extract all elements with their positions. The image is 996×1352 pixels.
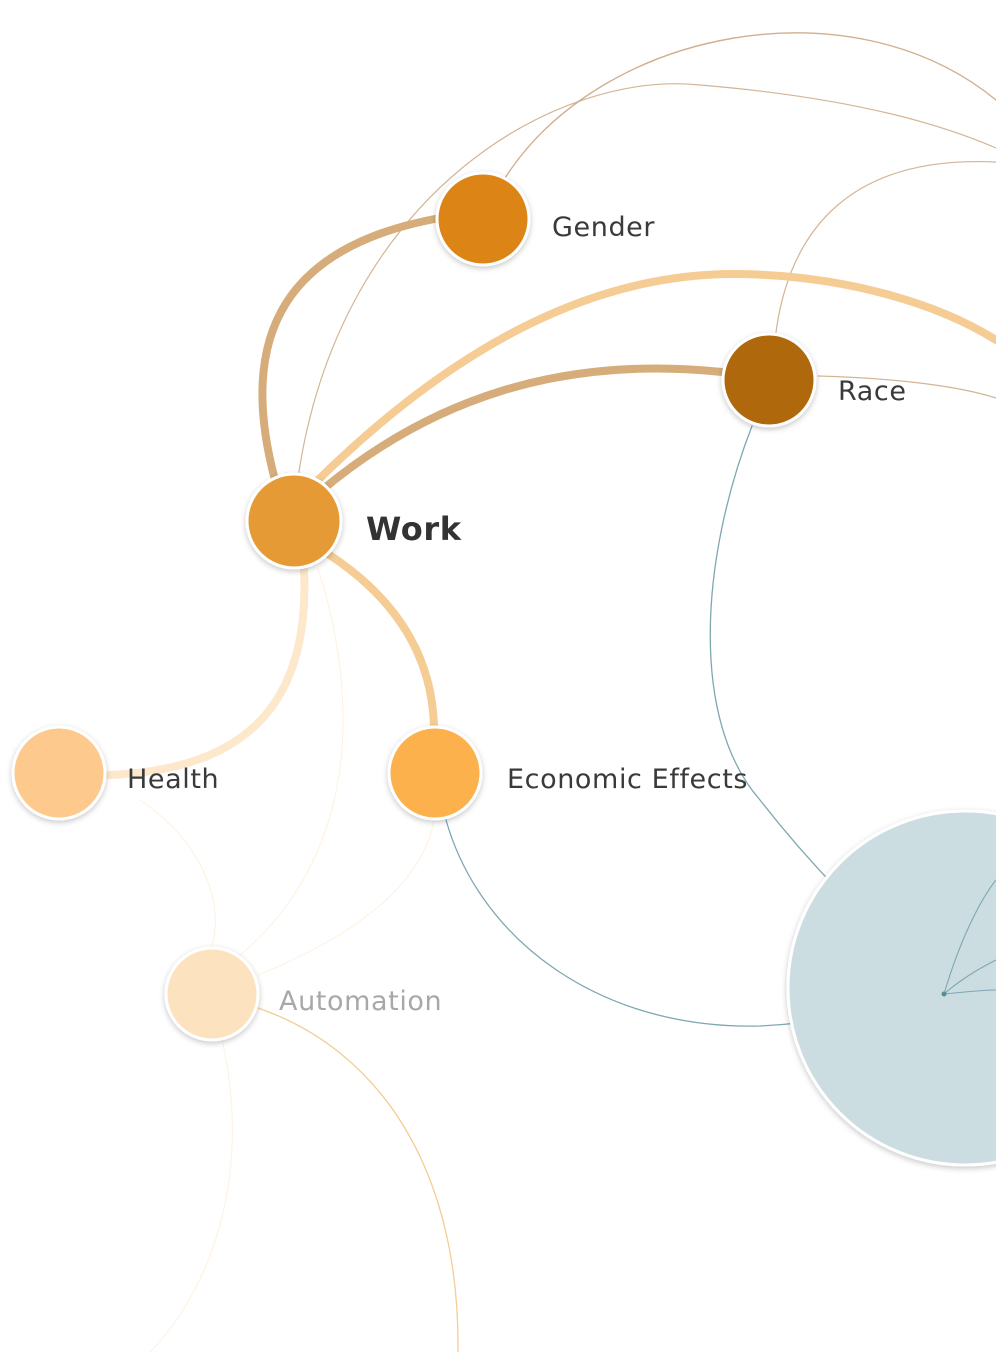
link-automation-offscreen-bottom (257, 1007, 459, 1352)
node-race[interactable]: Race (721, 332, 907, 428)
cluster-link-3 (943, 989, 996, 995)
gender-label[interactable]: Gender (552, 212, 655, 243)
race-label[interactable]: Race (838, 376, 907, 407)
link-health-automation (139, 799, 216, 947)
link-economic-automation (257, 819, 435, 976)
node-health[interactable]: Health (11, 725, 219, 821)
work-label[interactable]: Work (366, 510, 462, 548)
node-work[interactable]: Work (245, 472, 462, 570)
link-work-race (318, 364, 726, 494)
economic-effects-circle[interactable] (387, 725, 483, 821)
link-race-offscreen-top (775, 160, 996, 333)
link-work-economic-effects (321, 548, 438, 730)
automation-label[interactable]: Automation (279, 986, 442, 1017)
economic-effects-label[interactable]: Economic Effects (507, 764, 748, 795)
gender-circle[interactable] (435, 171, 531, 267)
link-gender-offscreen (504, 32, 996, 179)
cluster-link-1 (943, 879, 996, 995)
race-circle[interactable] (721, 332, 817, 428)
node-automation[interactable]: Automation (164, 946, 442, 1042)
node-gender[interactable]: Gender (435, 171, 655, 267)
cluster-link-2 (943, 959, 996, 995)
cluster-node[interactable] (786, 809, 996, 1167)
cluster-circle[interactable] (786, 809, 996, 1167)
links-layer (104, 32, 996, 1352)
automation-circle[interactable] (164, 946, 260, 1042)
link-work-health (104, 566, 309, 779)
health-circle[interactable] (11, 725, 107, 821)
cluster-hub (941, 991, 947, 997)
link-work-offscreen-right (312, 269, 996, 486)
link-work-automation (231, 567, 344, 963)
work-circle[interactable] (245, 472, 343, 570)
link-race-offscreen-right (817, 375, 996, 399)
cluster-inner-links (943, 879, 996, 995)
link-work-gender (258, 214, 444, 484)
link-work-offscreen-top (297, 83, 996, 479)
link-automation-offscreen-left (149, 1039, 233, 1352)
health-label[interactable]: Health (127, 764, 219, 795)
node-economic-effects[interactable]: Economic Effects (387, 725, 748, 821)
